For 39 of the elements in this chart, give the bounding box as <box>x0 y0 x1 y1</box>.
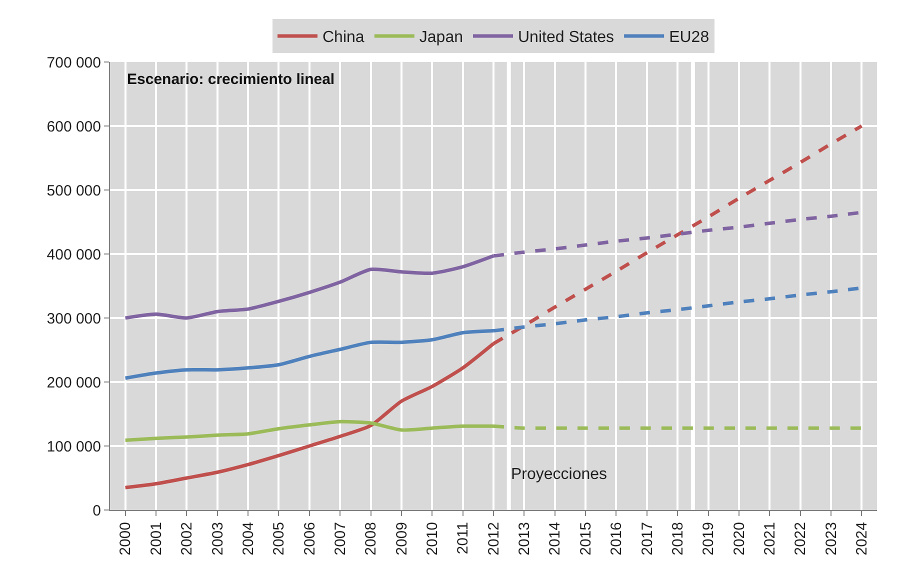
x-tick-label: 2014 <box>546 522 564 556</box>
x-tick-label: 2000 <box>117 522 134 556</box>
y-tick-label: 400 000 <box>46 246 101 264</box>
x-tick-label: 2024 <box>854 522 871 556</box>
legend-label: EU28 <box>669 29 710 46</box>
x-tick-label: 2015 <box>577 522 594 556</box>
x-tick-label: 2005 <box>270 522 288 556</box>
legend-label: China <box>322 29 364 46</box>
x-tick-label: 2002 <box>178 522 196 556</box>
x-tick-label: 2019 <box>700 522 718 556</box>
annotation: Proyecciones <box>511 466 608 483</box>
x-tick-label: 2017 <box>638 522 656 556</box>
x-tick-label: 2004 <box>240 522 257 556</box>
x-tick-label: 2018 <box>669 522 686 556</box>
x-tick-label: 2003 <box>209 522 226 556</box>
x-tick-label: 2008 <box>362 522 380 556</box>
x-tick-label: 2001 <box>148 522 165 556</box>
y-tick-label: 600 000 <box>46 118 101 136</box>
legend-label: United States <box>518 29 614 46</box>
y-tick-label: 0 <box>92 502 101 520</box>
y-tick-label: 200 000 <box>46 374 101 392</box>
x-tick-label: 2012 <box>485 522 502 556</box>
x-tick-label: 2010 <box>424 522 442 556</box>
x-tick-label: 2023 <box>822 522 840 556</box>
x-tick-label: 2020 <box>730 522 748 556</box>
x-tick-label: 2007 <box>332 522 349 556</box>
y-tick-label: 100 000 <box>46 438 101 456</box>
x-tick-label: 2006 <box>301 522 318 556</box>
x-tick-label: 2021 <box>761 522 778 556</box>
y-tick-label: 700 000 <box>46 54 101 72</box>
legend-label: Japan <box>419 29 463 46</box>
annotation: Escenario: crecimiento lineal <box>127 71 335 88</box>
y-tick-label: 300 000 <box>46 310 101 328</box>
x-tick-label: 2013 <box>516 522 534 556</box>
x-tick-label: 2009 <box>393 522 410 556</box>
y-tick-label: 500 000 <box>46 182 101 200</box>
x-tick-label: 2016 <box>608 522 626 556</box>
x-tick-label: 2022 <box>792 522 810 556</box>
x-tick-label: 2011 <box>454 522 472 554</box>
